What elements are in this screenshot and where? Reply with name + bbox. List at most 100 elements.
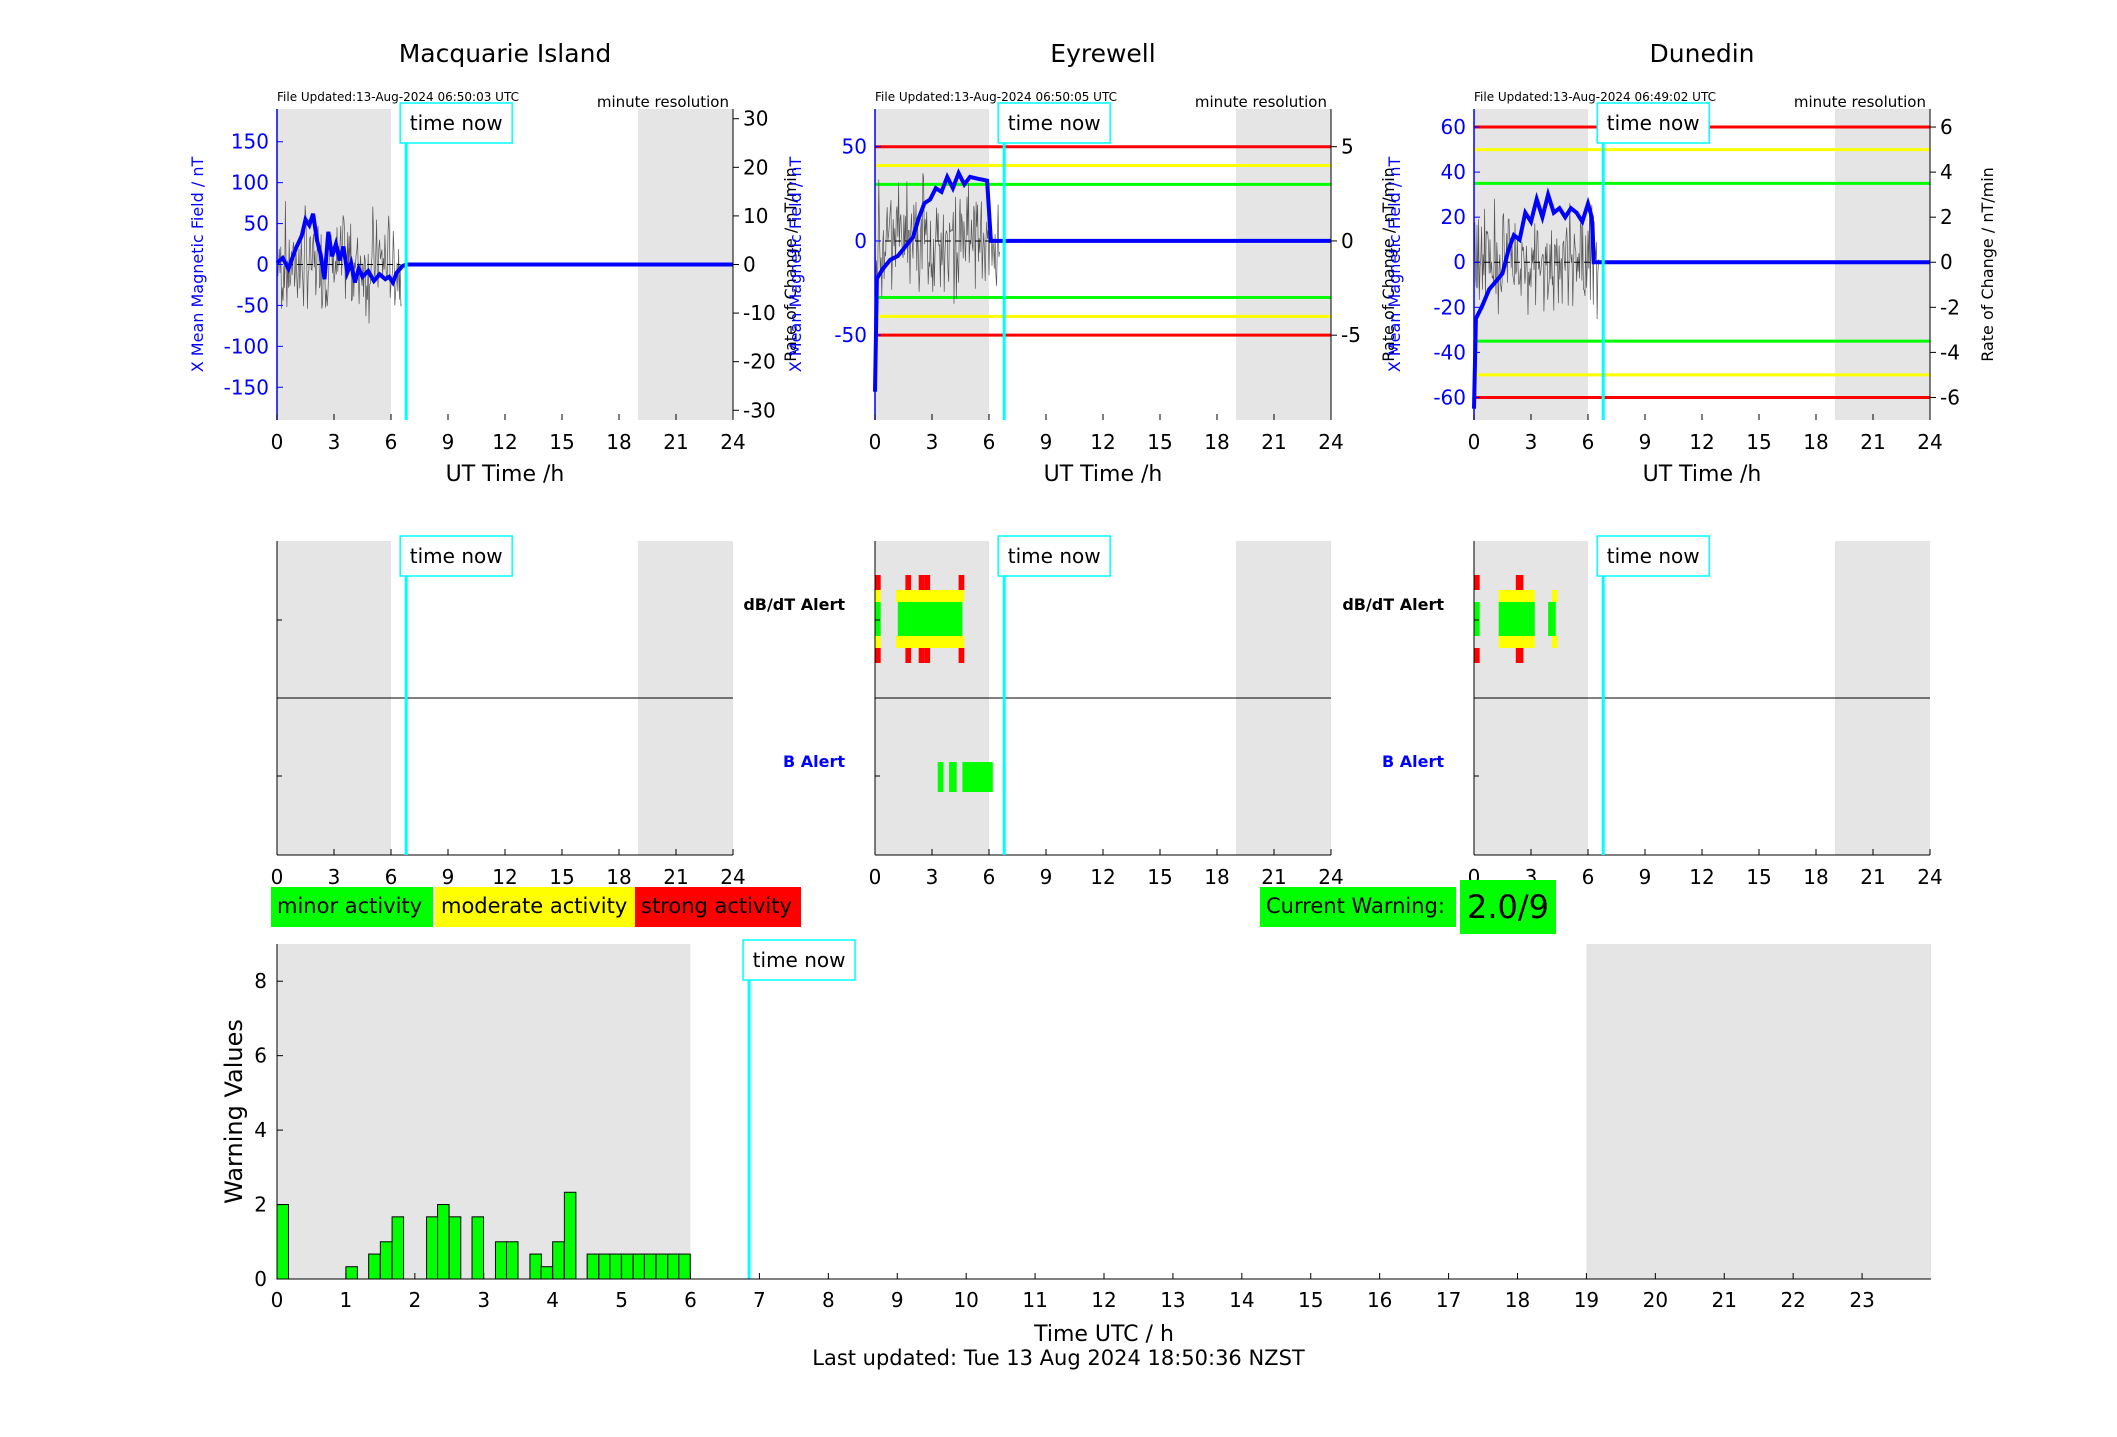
dbdt-green-3-1 — [1498, 602, 1535, 636]
dbdt-cap-2-1 — [896, 575, 964, 590]
left-tick-label-1-3: 0 — [256, 253, 269, 277]
file-updated-1: File Updated:13-Aug-2024 06:50:03 UTC — [277, 90, 519, 104]
time-now-box-alert-1 — [399, 535, 513, 577]
dbdt-red-bottom-2-2 — [918, 648, 925, 663]
warning-bar-17 — [471, 1216, 485, 1280]
dbdt-yellow-top-3-1 — [1551, 590, 1558, 602]
x-tick-label-3-1: 3 — [1525, 430, 1538, 454]
alert-x-tick-label-3-7: 21 — [1860, 865, 1885, 889]
warning-x-tick-label-23: 23 — [1849, 1288, 1874, 1312]
warning-x-tick-label-8: 8 — [822, 1288, 835, 1312]
left-tick-label-2-1: 0 — [854, 229, 867, 253]
x-tick-label-2-7: 21 — [1261, 430, 1286, 454]
dbdt-red-bottom-3-1 — [1515, 648, 1524, 663]
b-alert-bar-2-1 — [949, 762, 957, 792]
x-tick-label-3-2: 6 — [1582, 430, 1595, 454]
resolution-label-3: minute resolution — [1794, 93, 1926, 111]
alert-x-tick-label-2-7: 21 — [1261, 865, 1286, 889]
warning-bar-13 — [426, 1216, 439, 1280]
right-tick-label-3-0: -6 — [1940, 385, 1960, 409]
alert-x-tick-label-1-0: 0 — [271, 865, 284, 889]
dbdt-green-3-0 — [1474, 602, 1480, 636]
b-alert-label-2: B Alert — [1382, 752, 1444, 771]
right-tick-label-2-1: 0 — [1341, 229, 1354, 253]
dbdt-red-top-2-3 — [924, 575, 931, 590]
right-tick-label-1-3: 0 — [743, 253, 756, 277]
alert-x-tick-label-1-4: 12 — [492, 865, 517, 889]
warning-bar-14 — [437, 1204, 450, 1280]
left-tick-label-1-4: 50 — [244, 212, 269, 236]
file-updated-3: File Updated:13-Aug-2024 06:49:02 UTC — [1474, 90, 1716, 104]
x-tick-label-1-1: 3 — [328, 430, 341, 454]
alert-x-tick-label-2-6: 18 — [1204, 865, 1229, 889]
warning-bar-0 — [276, 1204, 289, 1280]
mean-field-line-2 — [873, 168, 1331, 392]
warning-bar-15 — [448, 1216, 462, 1280]
warning-x-tick-label-12: 12 — [1091, 1288, 1116, 1312]
warning-bar-22 — [529, 1253, 542, 1280]
warning-x-tick-label-17: 17 — [1436, 1288, 1461, 1312]
time-now-label-top-2: time now — [1008, 111, 1101, 135]
time-now-label-alert-3: time now — [1607, 544, 1700, 568]
dbdt-red-bottom-2-0 — [875, 648, 881, 663]
right-tick-label-3-3: 0 — [1940, 250, 1953, 274]
x-tick-label-3-4: 12 — [1689, 430, 1714, 454]
time-now-label-top-3: time now — [1607, 111, 1700, 135]
alert-x-tick-label-1-5: 15 — [549, 865, 574, 889]
x-tick-label-2-8: 24 — [1318, 430, 1343, 454]
dbdt-red-top-2-0 — [875, 575, 881, 590]
alert-x-tick-label-1-6: 18 — [606, 865, 631, 889]
current-warning-value: 2.0/9 — [1460, 880, 1556, 934]
warning-x-tick-label-10: 10 — [953, 1288, 978, 1312]
right-tick-label-3-5: 4 — [1940, 160, 1953, 184]
left-tick-label-3-0: -60 — [1433, 385, 1466, 409]
alert-x-tick-label-3-3: 9 — [1639, 865, 1652, 889]
legend-strong: strong activity — [635, 887, 801, 927]
dbdt-yellow-top-3-0 — [1498, 590, 1535, 602]
left-tick-label-1-1: -100 — [224, 334, 269, 358]
time-now-box-top-1 — [399, 102, 513, 144]
dbdt-cap-3-0 — [1499, 575, 1535, 590]
x-tick-label-1-6: 18 — [606, 430, 631, 454]
x-tick-label-2-3: 9 — [1040, 430, 1053, 454]
dbdt-red-top-2-1 — [905, 575, 912, 590]
warning-x-tick-label-16: 16 — [1367, 1288, 1392, 1312]
left-axis-label-2: X Mean Magnetic Field / nT — [786, 157, 805, 373]
warning-y-tick-label-0: 0 — [254, 1267, 267, 1291]
current-warning-label: Current Warning: — [1260, 887, 1456, 927]
warning-y-tick-label-1: 2 — [254, 1193, 267, 1217]
left-tick-label-3-1: -40 — [1433, 340, 1466, 364]
warning-bar-31 — [632, 1253, 646, 1280]
dbdt-yellow-bottom-2-0 — [875, 636, 881, 648]
dbdt-green-2-0 — [875, 602, 881, 636]
warning-x-tick-label-5: 5 — [615, 1288, 628, 1312]
x-tick-label-1-7: 21 — [663, 430, 688, 454]
right-tick-label-3-2: -2 — [1940, 295, 1960, 319]
dbdt-red-top-3-0 — [1474, 575, 1480, 590]
warning-bar-28 — [598, 1253, 611, 1280]
dbdt-red-top-3-1 — [1515, 575, 1524, 590]
dbdt-yellow-top-2-1 — [895, 590, 965, 602]
station-title-1: Macquarie Island — [399, 39, 612, 68]
warning-x-tick-label-11: 11 — [1022, 1288, 1047, 1312]
resolution-label-2: minute resolution — [1195, 93, 1327, 111]
alert-x-tick-label-3-8: 24 — [1917, 865, 1942, 889]
x-axis-label-3: UT Time /h — [1643, 462, 1762, 487]
dbdt-alert-label-2: dB/dT Alert — [1342, 595, 1444, 614]
x-axis-label-1: UT Time /h — [446, 462, 565, 487]
warning-x-tick-label-3: 3 — [477, 1288, 490, 1312]
x-tick-label-2-1: 3 — [926, 430, 939, 454]
right-tick-label-1-5: 20 — [743, 155, 768, 179]
x-tick-label-1-8: 24 — [720, 430, 745, 454]
mean-field-line-1 — [275, 213, 733, 287]
right-tick-label-3-4: 2 — [1940, 205, 1953, 229]
right-tick-label-1-6: 30 — [743, 107, 768, 131]
dbdt-red-top-2-5 — [958, 575, 965, 590]
x-tick-label-3-3: 9 — [1639, 430, 1652, 454]
warning-x-tick-label-22: 22 — [1780, 1288, 1805, 1312]
x-axis-label-2: UT Time /h — [1044, 462, 1163, 487]
resolution-label-1: minute resolution — [597, 93, 729, 111]
left-tick-label-3-5: 40 — [1441, 160, 1466, 184]
left-tick-label-1-6: 150 — [231, 130, 269, 154]
dbdt-red-bottom-2-1 — [905, 648, 912, 663]
